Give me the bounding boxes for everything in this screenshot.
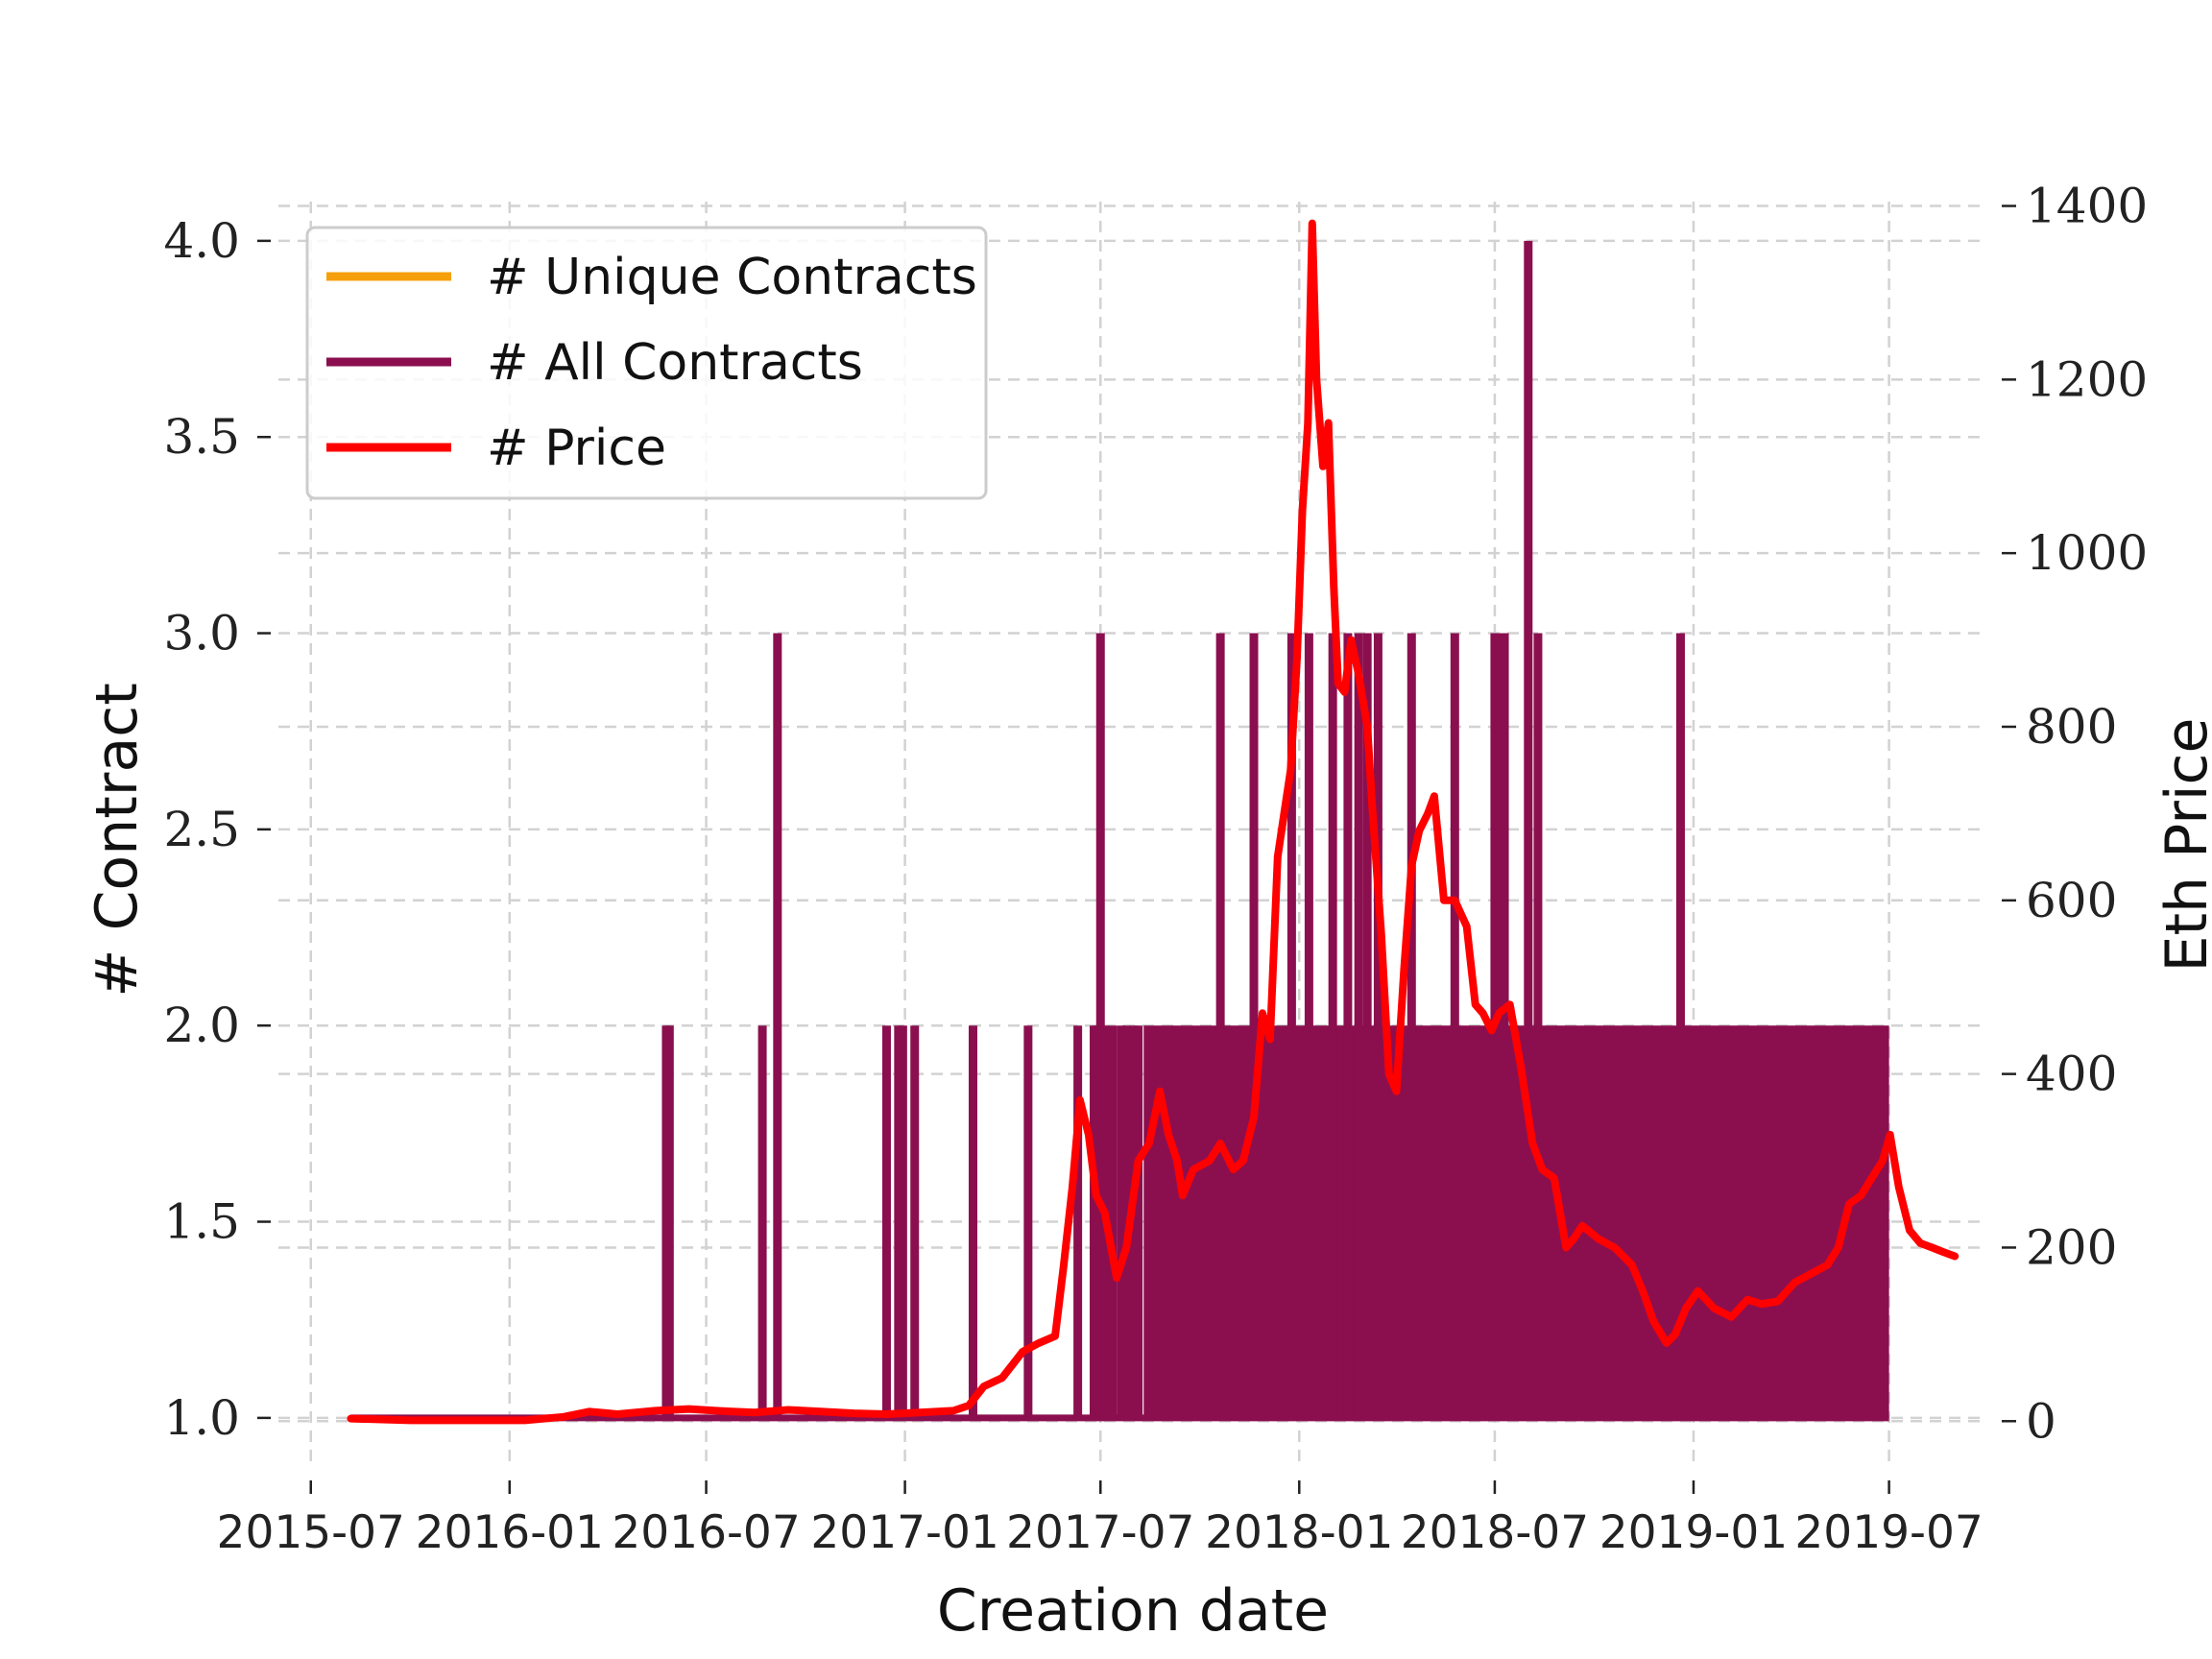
legend: # Unique Contracts # All Contracts # Pri… — [305, 226, 988, 500]
price-series — [347, 219, 1960, 1425]
legend-label-all-contracts: # All Contracts — [487, 334, 863, 392]
y-left-tick-label: 3.5 — [163, 409, 240, 465]
x-axis-title: Creation date — [937, 1577, 1329, 1645]
y-right-tick-label: 400 — [2026, 1046, 2117, 1102]
y-right-tick-label: 1200 — [2026, 351, 2148, 407]
x-tick-label: 2016-01 — [416, 1506, 604, 1559]
price-line — [347, 219, 1960, 1425]
y-right-tick-label: 600 — [2026, 873, 2117, 928]
y-axis-title-right: Eth Price — [2153, 718, 2212, 973]
y-left-tick-label: 1.5 — [163, 1194, 240, 1250]
legend-label-price: # Price — [487, 420, 666, 477]
legend-label-unique-contracts: # Unique Contracts — [487, 249, 977, 306]
y-right-tick-label: 200 — [2026, 1219, 2117, 1275]
y-right-tick-label: 1000 — [2026, 525, 2148, 581]
x-tick-label: 2018-01 — [1205, 1506, 1393, 1559]
y-right-tick-label: 0 — [2026, 1393, 2056, 1449]
legend-frame — [305, 226, 988, 500]
x-tick-label: 2019-01 — [1599, 1506, 1788, 1559]
x-tick-label: 2016-07 — [612, 1506, 800, 1559]
x-tick-label: 2018-07 — [1401, 1506, 1589, 1559]
y-left-tick-label: 3.0 — [163, 606, 240, 661]
x-tick-label: 2019-07 — [1794, 1506, 1983, 1559]
x-tick-label: 2015-07 — [217, 1506, 405, 1559]
x-tick-label: 2017-01 — [810, 1506, 998, 1559]
x-tick-label: 2017-07 — [1006, 1506, 1194, 1559]
axes: 2015-07 2016-01 2016-07 2017-01 2017-07 2018-… — [163, 179, 2148, 1559]
y-left-tick-label: 2.5 — [163, 802, 240, 857]
y-right-tick-label: 800 — [2026, 699, 2117, 755]
y-right-tick-label: 1400 — [2026, 179, 2148, 234]
all-contracts-dense-band — [1143, 1025, 1889, 1418]
y-left-tick-label: 4.0 — [163, 213, 240, 269]
all-contracts-series — [350, 240, 1889, 1422]
y-left-tick-label: 2.0 — [163, 998, 240, 1053]
y-axis-title-left: # Contract — [84, 683, 151, 997]
y-left-tick-label: 1.0 — [163, 1390, 240, 1446]
